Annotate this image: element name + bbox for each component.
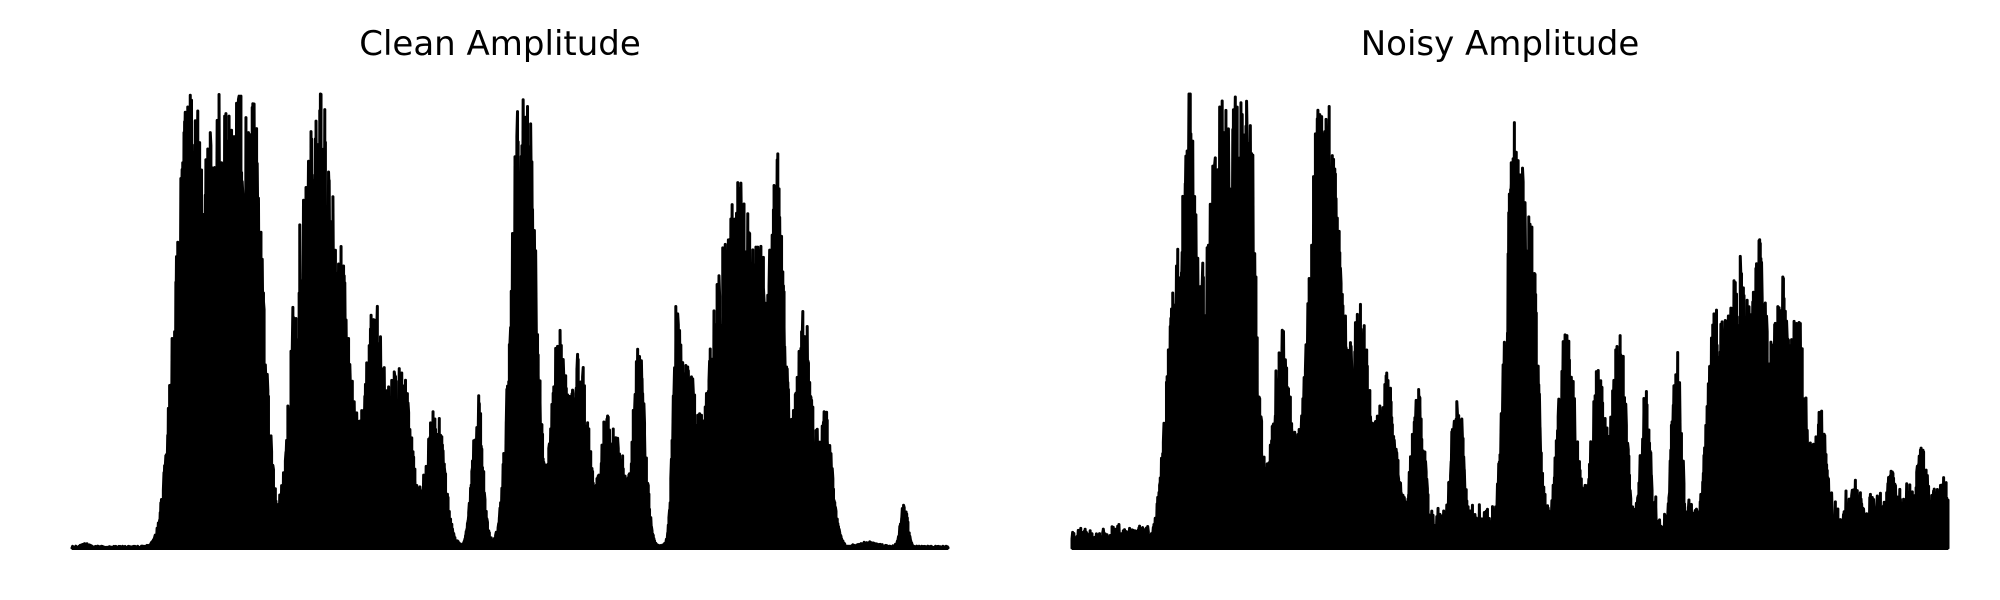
clean-amplitude-waveform-area — [70, 92, 950, 550]
clean-amplitude-title: Clean Amplitude — [359, 24, 641, 64]
clean-amplitude-plot — [70, 92, 950, 550]
clean-amplitude-panel: Clean Amplitude — [70, 24, 950, 550]
noisy-amplitude-waveform-area — [1070, 92, 1950, 550]
noisy-amplitude-title: Noisy Amplitude — [1360, 24, 1640, 64]
noisy-amplitude-panel: Noisy Amplitude — [1000, 0, 2000, 600]
noisy-amplitude-plot — [1070, 92, 1950, 550]
